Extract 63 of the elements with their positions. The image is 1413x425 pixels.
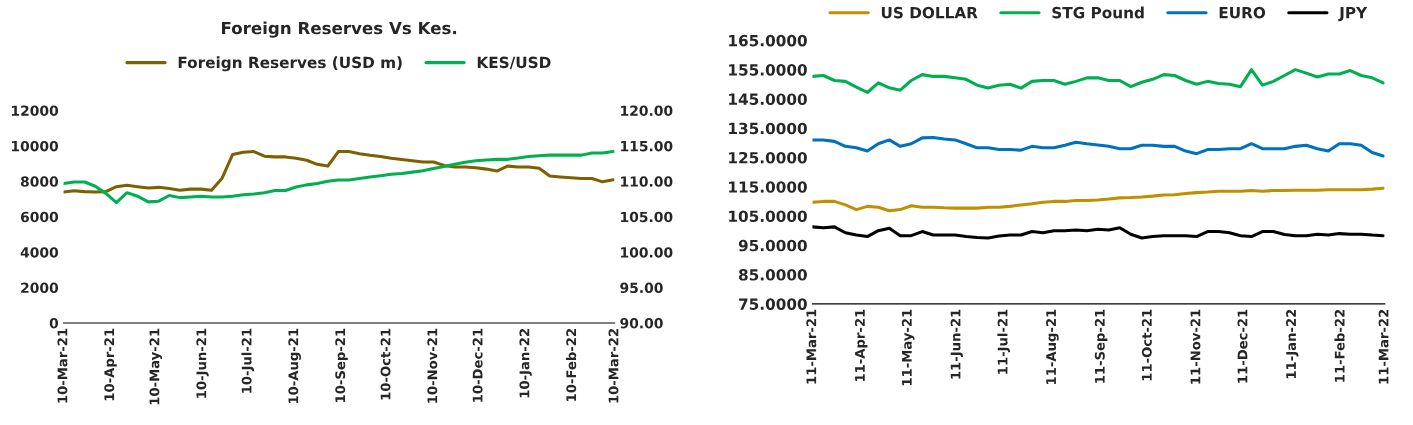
legend-label: Foreign Reserves (USD m): [178, 56, 402, 72]
x-tick-label: 10-Feb-22: [566, 329, 577, 401]
chart-title: Foreign Reserves Vs Kes.: [222, 21, 457, 38]
y-tick-label: 165.0000: [729, 34, 807, 47]
x-tick-label: 11-Aug-21: [1046, 309, 1059, 384]
legend-label: JPY: [1338, 7, 1368, 22]
y-tick-label: 2000: [21, 282, 59, 294]
x-tick-label: 11-Sep-21: [1094, 309, 1108, 383]
x-tick-label: 11-Jul-21: [997, 309, 1011, 374]
y-tick-label: 95.0000: [738, 239, 807, 252]
y-tick-label: 8000: [20, 176, 59, 187]
y-tick-label: 6000: [20, 211, 59, 223]
x-tick-label: 10-May-21: [149, 328, 163, 405]
y2-tick-label: 90.00: [620, 317, 663, 329]
x-tick-label: 11-Mar-21: [806, 309, 817, 384]
x-tick-label: 10-Aug-21: [288, 328, 301, 404]
y-tick-label: 10000: [11, 140, 59, 152]
y-tick-label: 4000: [20, 247, 59, 258]
legend-label: EURO: [1219, 6, 1266, 19]
x-tick-label: 11-Apr-21: [854, 309, 868, 382]
legend-label: US DOLLAR: [881, 6, 978, 19]
legend-label: STG Pound: [1052, 6, 1144, 19]
y2-tick-label: 100.00: [621, 247, 673, 258]
y2-tick-label: 95.00: [620, 282, 663, 294]
x-tick-label: 10-Jul-21: [241, 328, 255, 393]
x-tick-label: 11-Jan-22: [1286, 309, 1299, 379]
line-series: [63, 150, 615, 194]
y-tick-label: 155.0000: [729, 64, 807, 76]
x-tick-label: 10-Mar-22: [608, 329, 619, 403]
y2-tick-label: 115.00: [621, 140, 673, 152]
y-tick-label: 125.0000: [729, 151, 807, 164]
line-series: [63, 150, 615, 205]
x-tick-label: 10-Dec-21: [472, 328, 483, 402]
line-series: [812, 136, 1385, 158]
x-tick-label: 10-Mar-21: [57, 328, 68, 403]
y2-tick-label: 110.00: [621, 176, 673, 187]
x-tick-label: 11-Jun-21: [950, 309, 963, 379]
y-tick-label: 115.0000: [729, 181, 807, 193]
y-tick-label: 12000: [11, 105, 59, 116]
x-tick-label: 11-Feb-22: [1334, 309, 1345, 382]
legend-label: KES/USD: [477, 56, 551, 70]
x-tick-label: 10-Nov-21: [427, 328, 438, 403]
y2-tick-label: 120.00: [621, 105, 673, 116]
x-tick-label: 11-Nov-21: [1190, 309, 1201, 384]
y-tick-label: 105.0000: [729, 210, 807, 223]
y2-tick-label: 105.00: [621, 211, 673, 223]
y-tick-label: 0: [49, 317, 59, 329]
y-tick-label: 145.0000: [729, 93, 807, 105]
x-tick-label: 10-Sep-21: [335, 328, 348, 402]
x-tick-label: 11-Mar-22: [1378, 309, 1389, 384]
x-tick-label: 10-Oct-21: [380, 328, 391, 400]
line-series: [812, 225, 1385, 240]
y-tick-label: 75.0000: [739, 298, 807, 310]
y-tick-label: 85.0000: [738, 269, 807, 281]
x-tick-label: 11-Oct-21: [1141, 309, 1152, 381]
x-tick-label: 11-May-21: [901, 309, 915, 386]
x-tick-label: 11-Dec-21: [1237, 309, 1248, 383]
x-tick-label: 10-Jan-22: [519, 329, 532, 398]
line-series: [812, 186, 1385, 213]
x-tick-label: 10-Apr-21: [104, 328, 117, 401]
y-tick-label: 135.0000: [729, 122, 807, 135]
line-series: [812, 68, 1385, 95]
x-tick-label: 10-Jun-21: [196, 328, 209, 398]
